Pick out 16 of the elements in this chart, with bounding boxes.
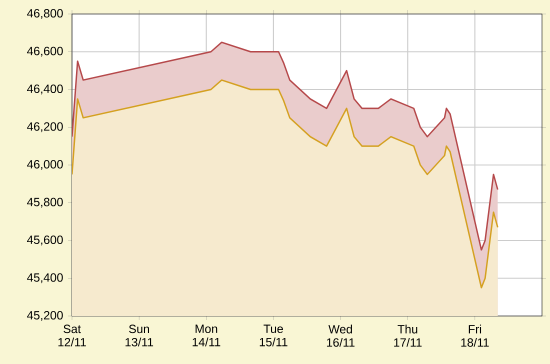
y-tick-label: 46,400 (27, 84, 63, 94)
y-tick-label: 45,800 (27, 198, 63, 208)
x-tick-label: Sat 12/11 (58, 324, 86, 346)
y-tick-label: 46,200 (27, 122, 63, 132)
x-tick-label: Sun 13/11 (126, 324, 154, 346)
y-tick-label: 45,600 (27, 236, 63, 246)
y-tick-label: 45,400 (27, 273, 63, 284)
x-tick-label: Mon 14/11 (192, 324, 220, 346)
y-tick-label: 46,800 (27, 9, 63, 19)
y-tick-label: 45,200 (27, 311, 63, 321)
x-tick-label: Wed 16/11 (326, 324, 354, 347)
x-tick-label: Fri 18/11 (461, 324, 489, 347)
x-tick-label: Tue 15/11 (260, 324, 288, 346)
x-tick-label: Thu 17/11 (394, 324, 422, 347)
y-tick-label: 46,600 (27, 46, 63, 57)
y-tick-label: 46,000 (27, 160, 63, 170)
